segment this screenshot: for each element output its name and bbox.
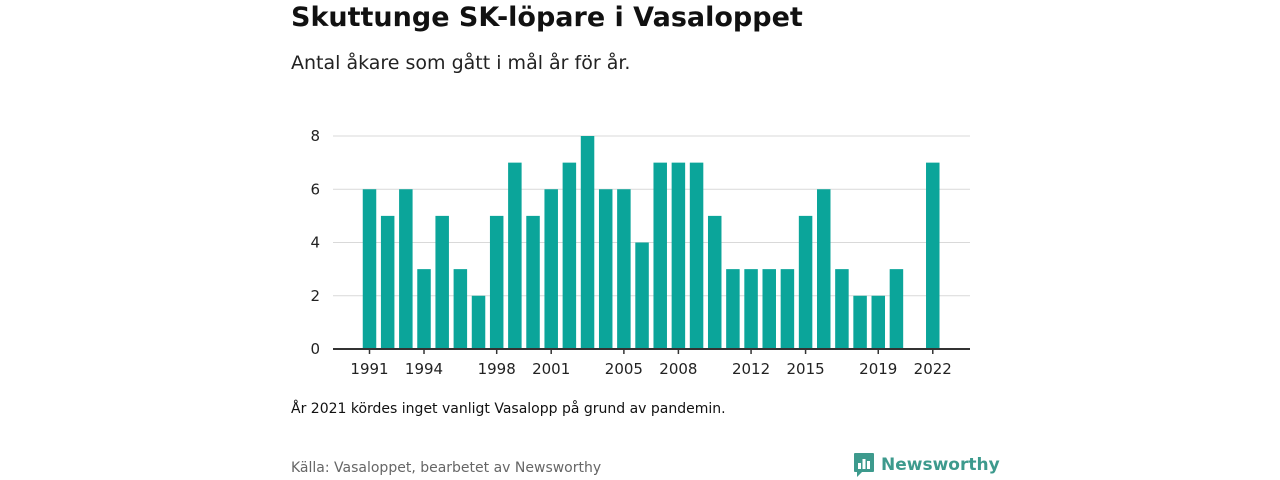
x-tick-label: 1991: [350, 360, 388, 378]
chart-title: Skuttunge SK-löpare i Vasaloppet: [291, 2, 803, 33]
bar-1993: [399, 189, 413, 349]
bar-2019: [871, 295, 886, 349]
x-tick-label: 1994: [405, 360, 443, 378]
bar-2007: [653, 162, 667, 350]
bar-2000: [526, 215, 540, 350]
bar-1991: [362, 189, 377, 349]
bar-2003: [580, 136, 595, 349]
x-tick-label: 2008: [659, 360, 697, 378]
bar-2008: [671, 162, 686, 350]
bar-2002: [562, 162, 577, 350]
x-tick-label: 2019: [859, 360, 897, 378]
bar-1998: [489, 215, 504, 350]
bar-2017: [835, 269, 849, 350]
bar-1999: [508, 162, 522, 350]
newsworthy-logo-icon: [854, 453, 874, 477]
brand-name: Newsworthy: [881, 455, 1000, 475]
bar-2011: [726, 269, 740, 350]
x-tick-label: 2005: [605, 360, 643, 378]
y-tick-label: 6: [310, 180, 320, 198]
bar-1994: [417, 269, 431, 350]
bar-1995: [435, 215, 449, 350]
bar-2001: [544, 189, 558, 349]
bar-2015: [798, 215, 813, 350]
y-tick-label: 0: [310, 340, 320, 358]
bar-1996: [453, 269, 468, 350]
x-tick-label: 2022: [914, 360, 952, 378]
source-text: Källa: Vasaloppet, bearbetet av Newswort…: [291, 460, 602, 476]
bar-chart: 0 2 4 6 8 1991 1994 1998 2001 2005 2008 2012 2015 201…: [310, 127, 970, 378]
chart-note: År 2021 kördes inget vanligt Vasalopp på…: [291, 401, 726, 417]
x-tick-label: 2015: [786, 360, 824, 378]
bar-1997: [471, 295, 486, 349]
bar-2005: [617, 189, 631, 349]
bars: [362, 136, 940, 350]
bar-2014: [780, 269, 795, 350]
bar-2018: [853, 295, 867, 349]
brand-logo: Newsworthy: [853, 452, 1000, 478]
axes: 0 2 4 6 8 1991 1994 1998 2001 2005 2008 2012 2015 201…: [310, 127, 970, 378]
bar-2016: [817, 189, 831, 349]
bar-2004: [598, 189, 613, 349]
x-tick-label: 2001: [532, 360, 570, 378]
y-tick-label: 8: [310, 127, 320, 145]
bar-2022: [926, 162, 940, 350]
x-tick-label: 2012: [732, 360, 770, 378]
x-tick-label: 1998: [478, 360, 516, 378]
chart-subtitle: Antal åkare som gått i mål år för år.: [291, 52, 631, 74]
bar-2006: [635, 242, 649, 349]
bar-2020: [889, 269, 904, 350]
bar-2010: [707, 215, 722, 350]
bar-2009: [689, 162, 704, 350]
bar-2012: [744, 269, 758, 350]
bar-2013: [762, 269, 776, 350]
y-tick-label: 4: [310, 234, 320, 252]
y-tick-label: 2: [310, 287, 320, 305]
bar-1992: [380, 215, 395, 350]
